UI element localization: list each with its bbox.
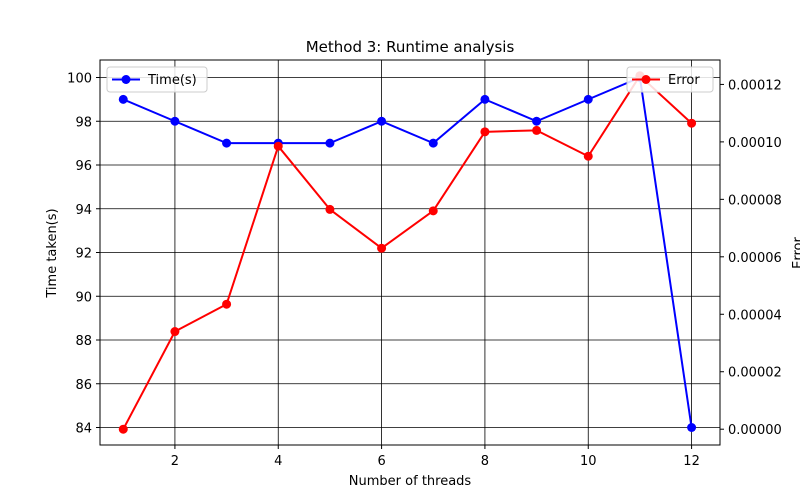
data-point-time-s — [428, 138, 438, 148]
chart-title: Method 3: Runtime analysis — [306, 38, 515, 56]
right-tick-label: 0.00012 — [728, 78, 782, 93]
data-point-time-s — [377, 116, 387, 126]
data-point-error — [377, 243, 387, 253]
data-point-time-s — [222, 138, 232, 148]
right-tick-label: 0.00004 — [728, 308, 782, 323]
data-point-time-s — [325, 138, 335, 148]
left-tick-label: 88 — [75, 334, 92, 349]
data-point-time-s — [118, 94, 128, 104]
legend-marker — [641, 75, 651, 84]
data-point-error — [170, 327, 180, 337]
grid — [100, 60, 720, 445]
x-tick-label: 6 — [377, 454, 385, 469]
x-tick-label: 12 — [683, 454, 700, 469]
data-point-error — [583, 151, 593, 161]
data-point-error — [532, 125, 542, 135]
x-tick-label: 4 — [274, 454, 282, 469]
data-point-error — [273, 141, 283, 151]
left-tick-label: 100 — [67, 72, 92, 87]
series-line-error — [122, 74, 693, 430]
data-point-time-s — [687, 423, 697, 432]
left-axis: 84 86 88 90 92 94 96 98 100 — [67, 72, 100, 437]
right-tick-label: 0.00008 — [728, 193, 782, 208]
left-tick-label: 84 — [75, 422, 92, 437]
data-point-error — [222, 299, 232, 309]
legend-marker — [121, 75, 131, 84]
data-point-error — [428, 206, 438, 216]
left-tick-label: 94 — [75, 203, 92, 218]
left-tick-label: 90 — [75, 290, 92, 305]
left-y-axis-label: Time taken(s) — [45, 208, 60, 298]
left-tick-label: 96 — [75, 159, 92, 174]
x-axis: 2 4 6 8 10 12 — [171, 445, 700, 469]
right-tick-label: 0.00000 — [728, 423, 782, 438]
data-point-error — [480, 127, 490, 137]
right-y-axis-label: Error — [791, 237, 800, 269]
x-tick-label: 10 — [580, 454, 597, 469]
right-tick-label: 0.00006 — [728, 251, 782, 266]
legend-label: Error — [668, 73, 700, 88]
data-point-time-s — [532, 116, 542, 126]
left-tick-label: 86 — [75, 378, 92, 393]
data-point-error — [118, 424, 128, 434]
legend-time-s: Time(s) — [106, 66, 208, 93]
data-point-time-s — [480, 94, 490, 104]
left-tick-label: 98 — [75, 115, 92, 130]
x-tick-label: 2 — [171, 454, 179, 469]
legend-layer: Time(s) Error — [106, 66, 714, 93]
data-point-error — [687, 118, 697, 128]
legend-label: Time(s) — [147, 73, 197, 88]
legend-box — [626, 66, 714, 93]
legend-box — [106, 66, 208, 93]
legend-error: Error — [626, 66, 714, 93]
right-tick-label: 0.00010 — [728, 136, 782, 151]
x-tick-label: 8 — [481, 454, 489, 469]
right-tick-label: 0.00002 — [728, 366, 782, 381]
left-tick-label: 92 — [75, 247, 92, 262]
series-line-time-s — [122, 76, 693, 428]
x-axis-label: Number of threads — [349, 474, 472, 489]
right-axis: 0.00000 0.00002 0.00004 0.00006 0.00008 0.000… — [720, 78, 782, 438]
series-layer — [118, 71, 697, 434]
data-point-time-s — [170, 116, 180, 126]
data-point-error — [325, 204, 335, 214]
data-point-time-s — [583, 94, 593, 104]
